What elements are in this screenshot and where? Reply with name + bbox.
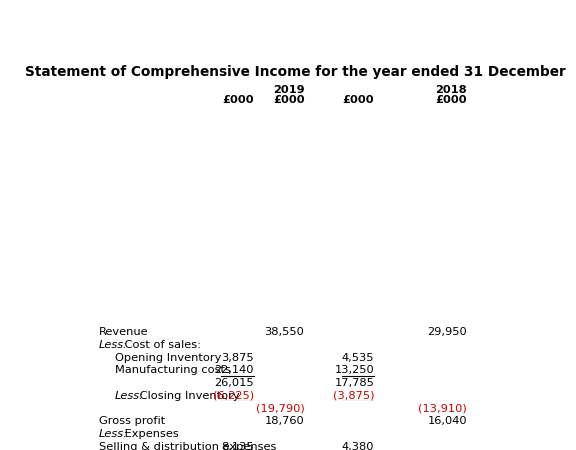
Text: £000: £000	[435, 95, 467, 105]
Text: Revenue: Revenue	[99, 327, 149, 338]
Text: 3,875: 3,875	[222, 353, 254, 363]
Text: 22,140: 22,140	[215, 365, 254, 375]
Text: 17,785: 17,785	[335, 378, 374, 388]
Text: 13,250: 13,250	[335, 365, 374, 375]
Text: (3,875): (3,875)	[333, 391, 374, 401]
Text: 8,135: 8,135	[222, 442, 254, 450]
Text: Cost of sales:: Cost of sales:	[121, 340, 201, 350]
Text: 18,760: 18,760	[265, 416, 305, 426]
Text: Closing Inventory: Closing Inventory	[137, 391, 240, 401]
Text: Less:: Less:	[99, 429, 128, 439]
Text: (13,910): (13,910)	[419, 404, 467, 414]
Text: Gross profit: Gross profit	[99, 416, 165, 426]
Text: (19,790): (19,790)	[256, 404, 305, 414]
Text: 4,535: 4,535	[342, 353, 374, 363]
Text: Selling & distribution expenses: Selling & distribution expenses	[99, 442, 276, 450]
Text: 26,015: 26,015	[214, 378, 254, 388]
Text: 2019: 2019	[273, 85, 305, 95]
Text: (6,225): (6,225)	[213, 391, 254, 401]
Text: £000: £000	[273, 95, 305, 105]
Text: £000: £000	[222, 95, 254, 105]
Text: 29,950: 29,950	[427, 327, 467, 338]
Text: Manufacturing costs: Manufacturing costs	[115, 365, 230, 375]
Text: Less:: Less:	[99, 340, 128, 350]
Text: Less:: Less:	[115, 391, 143, 401]
Text: 16,040: 16,040	[427, 416, 467, 426]
Text: Opening Inventory: Opening Inventory	[115, 353, 221, 363]
Text: Expenses: Expenses	[121, 429, 179, 439]
Text: 38,550: 38,550	[264, 327, 305, 338]
Text: 2018: 2018	[435, 85, 467, 95]
Text: 4,380: 4,380	[342, 442, 374, 450]
Text: Statement of Comprehensive Income for the year ended 31 December: Statement of Comprehensive Income for th…	[25, 65, 566, 79]
Text: £000: £000	[343, 95, 374, 105]
